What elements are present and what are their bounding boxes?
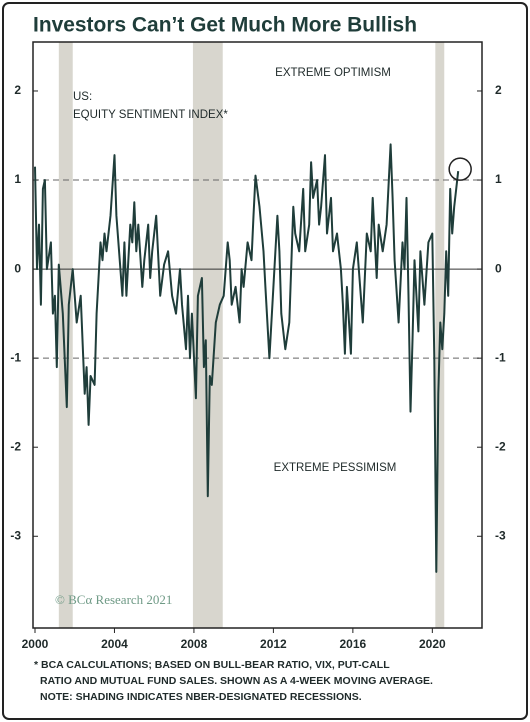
x-tick-label: 2012 <box>260 637 287 651</box>
y-tick-label: -1 <box>10 350 21 364</box>
y2-tick-label: 0 <box>495 261 502 275</box>
annotation: EXTREME OPTIMISM <box>275 67 391 79</box>
highlight-circle <box>448 157 472 181</box>
y2-tick-label: -3 <box>495 528 506 542</box>
y-tick-label: 0 <box>14 261 21 275</box>
x-tick-label: 2016 <box>340 637 367 651</box>
x-tick-label: 2000 <box>22 637 49 651</box>
plot-frame <box>32 41 483 629</box>
recession-band <box>58 42 73 628</box>
chart-title: Investors Can’t Get Much More Bullish <box>33 14 417 37</box>
x-tick-label: 2004 <box>101 637 128 651</box>
y-tick-label: -3 <box>10 528 21 542</box>
x-tick-label: 2020 <box>419 637 446 651</box>
annotation: US: <box>73 91 92 103</box>
y2-tick-label: -2 <box>495 439 506 453</box>
y-tick-label: 1 <box>14 172 21 186</box>
y-tick-label: 2 <box>14 83 21 97</box>
y2-tick-label: 1 <box>495 172 502 186</box>
x-tick-label: 2008 <box>181 637 208 651</box>
sentiment-line <box>34 143 460 573</box>
annotation: EXTREME PESSIMISM <box>274 462 397 474</box>
footnote: NOTE: SHADING INDICATES NBER-DESIGNATED … <box>40 691 362 703</box>
source: © BCα Research 2021 <box>55 592 172 607</box>
annotation: EQUITY SENTIMENT INDEX* <box>73 109 228 121</box>
footnote: * BCA CALCULATIONS; BASED ON BULL-BEAR R… <box>34 659 390 671</box>
y-tick-label: -2 <box>10 439 21 453</box>
footnote: RATIO AND MUTUAL FUND SALES. SHOWN AS A … <box>40 675 433 687</box>
y2-tick-label: -1 <box>495 350 506 364</box>
y2-tick-label: 2 <box>495 83 502 97</box>
